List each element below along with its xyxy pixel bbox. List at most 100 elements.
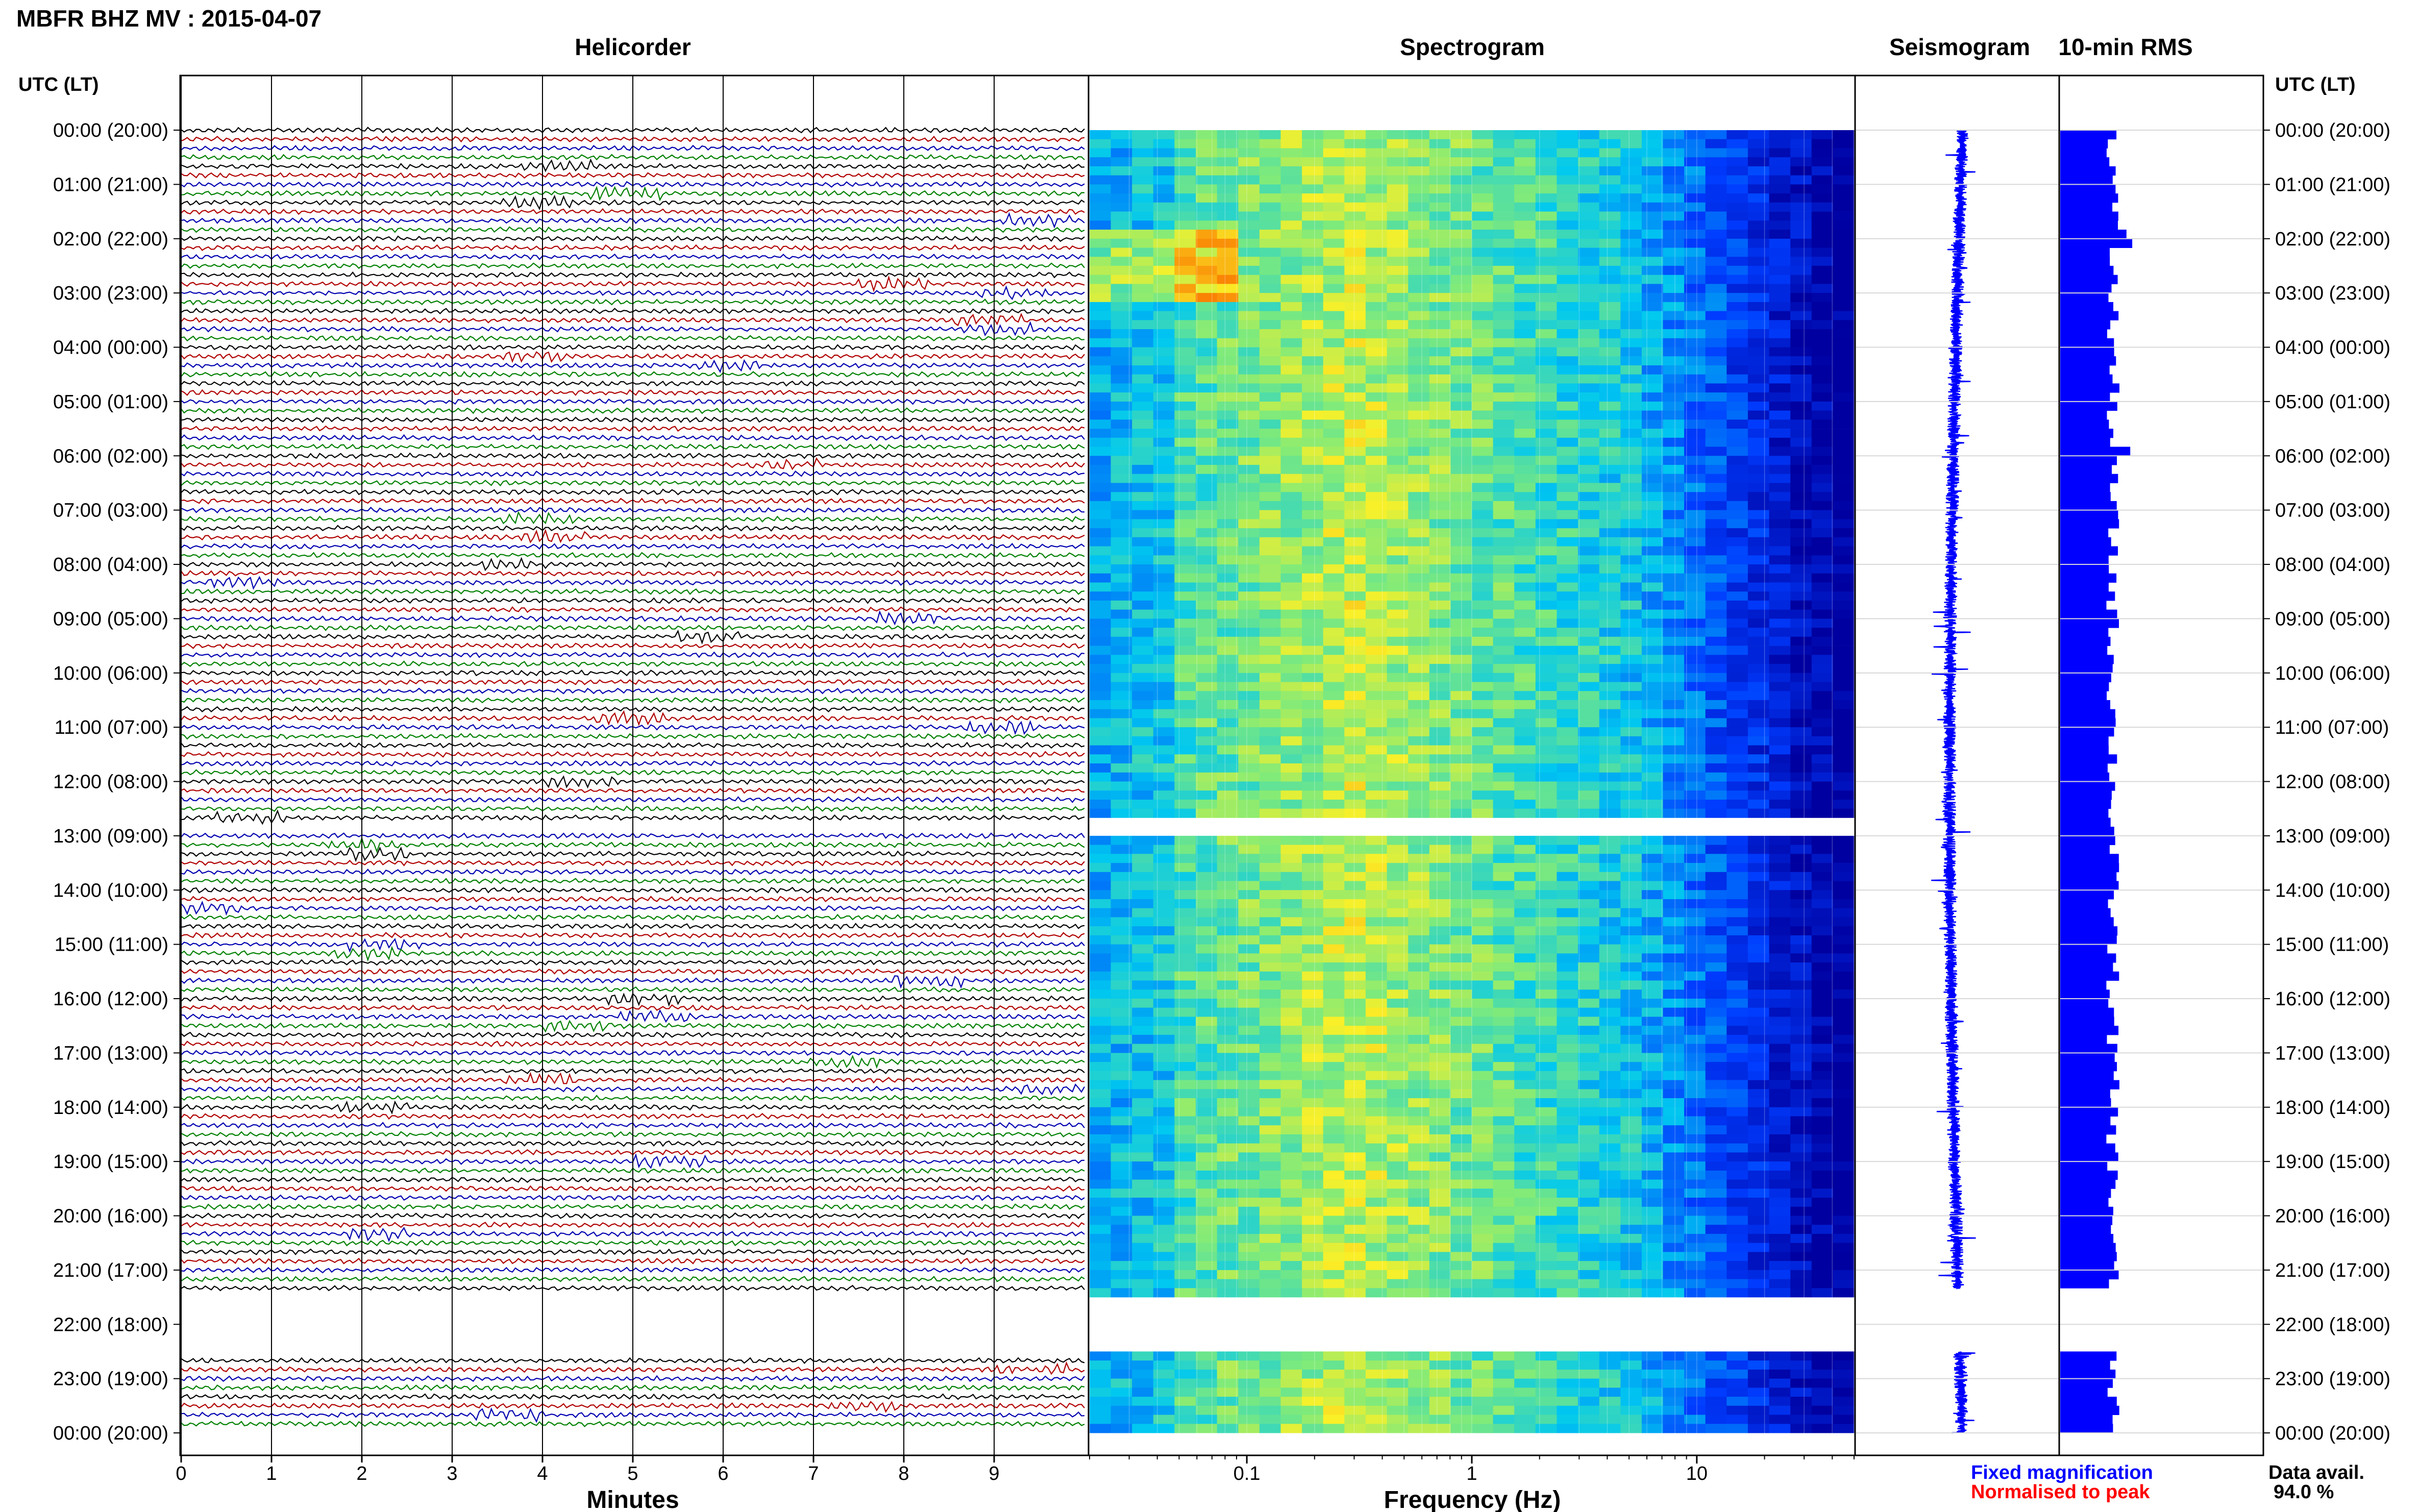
spectrogram-cell xyxy=(1684,1125,1706,1135)
spectrogram-cell xyxy=(1641,1252,1664,1261)
spectrogram-cell xyxy=(1599,528,1621,538)
spectrogram-cell xyxy=(1153,727,1175,737)
spectrogram-cell xyxy=(1450,1017,1472,1026)
spectrogram-cell xyxy=(1790,591,1812,601)
spectrogram-cell xyxy=(1599,374,1621,384)
spectrogram-cell xyxy=(1557,365,1578,375)
spectrogram-cell xyxy=(1090,1261,1112,1271)
spectrogram-cell xyxy=(1833,1415,1855,1424)
spectrogram-cell xyxy=(1535,1198,1557,1207)
spectrogram-cell xyxy=(1174,265,1196,275)
spectrogram-cell xyxy=(1769,745,1791,755)
spectrogram-cell xyxy=(1365,718,1388,728)
spectrogram-cell xyxy=(1450,745,1472,755)
spectrogram-cell xyxy=(1514,682,1536,691)
spectrogram-cell xyxy=(1110,1360,1132,1370)
spectrogram-cell xyxy=(1620,537,1642,547)
spectrogram-cell xyxy=(1790,1225,1812,1234)
spectrogram-cell xyxy=(1408,148,1430,158)
spectrogram-cell xyxy=(1365,166,1388,176)
spectrogram-cell xyxy=(1578,1034,1600,1044)
spectrogram-cell xyxy=(1769,1143,1791,1153)
spectrogram-cell xyxy=(1153,989,1175,999)
spectrogram-cell xyxy=(1280,899,1302,909)
spectrogram-cell xyxy=(1344,700,1366,709)
spectrogram-cell xyxy=(1472,935,1494,945)
spectrogram-cell xyxy=(1259,184,1281,194)
spectrogram-cell xyxy=(1493,302,1515,311)
spectrogram-cell xyxy=(1641,483,1664,492)
spectrogram-cell xyxy=(1769,1234,1791,1244)
spectrogram-cell xyxy=(1238,202,1260,212)
spectrogram-cell xyxy=(1663,863,1685,873)
spectrogram-cell xyxy=(1259,1424,1281,1433)
spectrogram-cell xyxy=(1514,1143,1536,1153)
spectrogram-cell xyxy=(1684,727,1706,737)
spectrogram-cell xyxy=(1557,284,1578,293)
spectrogram-cell xyxy=(1833,944,1855,954)
spectrogram-cell xyxy=(1450,618,1472,628)
spectrogram-cell xyxy=(1514,356,1536,366)
spectrogram-cell xyxy=(1450,465,1472,475)
spectrogram-cell xyxy=(1493,781,1515,791)
spectrogram-cell xyxy=(1684,492,1706,502)
spectrogram-cell xyxy=(1663,1288,1685,1298)
spectrogram-cell xyxy=(1833,953,1855,963)
spectrogram-cell xyxy=(1578,311,1600,320)
spectrogram-cell xyxy=(1493,609,1515,619)
spectrogram-cell xyxy=(1429,564,1451,574)
spectrogram-cell xyxy=(1557,709,1578,718)
spectrogram-cell xyxy=(1705,1397,1727,1406)
spectrogram-cell xyxy=(1217,247,1239,257)
spectrogram-cell xyxy=(1769,338,1791,348)
spectrogram-cell xyxy=(1472,302,1494,311)
spectrogram-cell xyxy=(1747,1116,1770,1126)
spectrogram-cell xyxy=(1620,1288,1642,1298)
spectrogram-cell xyxy=(1196,365,1218,375)
spectrogram-cell xyxy=(1174,845,1196,854)
spectrogram-cell xyxy=(1535,492,1557,502)
spectrogram-cell xyxy=(1620,790,1642,800)
spectrogram-cell xyxy=(1408,130,1430,140)
spectrogram-cell xyxy=(1663,383,1685,393)
spectrogram-cell xyxy=(1472,845,1494,854)
spectrogram-cell xyxy=(1833,230,1855,239)
spectrogram-cell xyxy=(1217,474,1239,483)
spectrogram-cell xyxy=(1493,1017,1515,1026)
spectrogram-cell xyxy=(1450,1134,1472,1144)
spectrogram-cell xyxy=(1323,736,1345,746)
spectrogram-cell xyxy=(1790,184,1812,194)
spectrogram-cell xyxy=(1450,1198,1472,1207)
spectrogram-cell xyxy=(1472,1062,1494,1072)
spectrogram-cell xyxy=(1259,953,1281,963)
spectrogram-cell xyxy=(1557,320,1578,330)
spectrogram-cell xyxy=(1217,1062,1239,1072)
spectrogram-cell xyxy=(1705,365,1727,375)
spectrogram-cell xyxy=(1663,483,1685,492)
spectrogram-cell xyxy=(1514,220,1536,230)
spectrogram-cell xyxy=(1323,573,1345,583)
spectrogram-cell xyxy=(1811,238,1833,248)
spectrogram-cell xyxy=(1259,999,1281,1008)
spectrogram-cell xyxy=(1365,1080,1388,1089)
spectrogram-cell xyxy=(1514,628,1536,637)
spectrogram-cell xyxy=(1110,555,1132,565)
spectrogram-cell xyxy=(1110,175,1132,185)
spectrogram-cell xyxy=(1493,1234,1515,1244)
spectrogram-cell xyxy=(1110,835,1132,845)
spectrogram-cell xyxy=(1238,175,1260,185)
spectrogram-cell xyxy=(1450,790,1472,800)
spectrogram-cell xyxy=(1641,519,1664,529)
spectrogram-cell xyxy=(1641,727,1664,737)
spectrogram-cell xyxy=(1535,483,1557,492)
spectrogram-cell xyxy=(1472,130,1494,140)
spectrogram-cell xyxy=(1578,1134,1600,1144)
spectrogram-cell xyxy=(1408,1225,1430,1234)
spectrogram-cell xyxy=(1472,1134,1494,1144)
spectrogram-cell xyxy=(1811,989,1833,999)
spectrogram-cell xyxy=(1153,700,1175,709)
spectrogram-cell xyxy=(1450,275,1472,284)
spectrogram-cell xyxy=(1726,1044,1748,1053)
spectrogram-cell xyxy=(1811,130,1833,140)
spectrogram-cell xyxy=(1323,1152,1345,1162)
